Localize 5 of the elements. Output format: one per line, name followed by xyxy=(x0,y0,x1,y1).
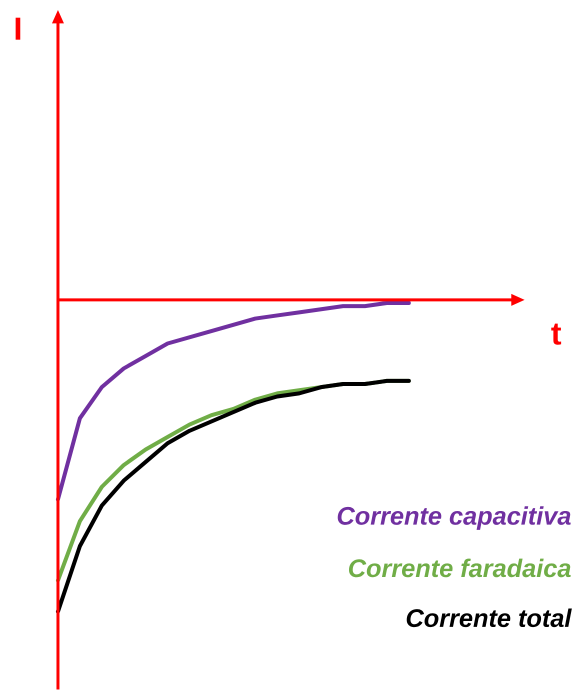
text: Corrente capacitiva xyxy=(338,506,571,530)
x-axis-title: t xyxy=(551,324,562,345)
text: Corrente faradaica xyxy=(349,558,571,578)
text: I xyxy=(16,18,20,40)
text: Corrente total xyxy=(406,608,572,628)
